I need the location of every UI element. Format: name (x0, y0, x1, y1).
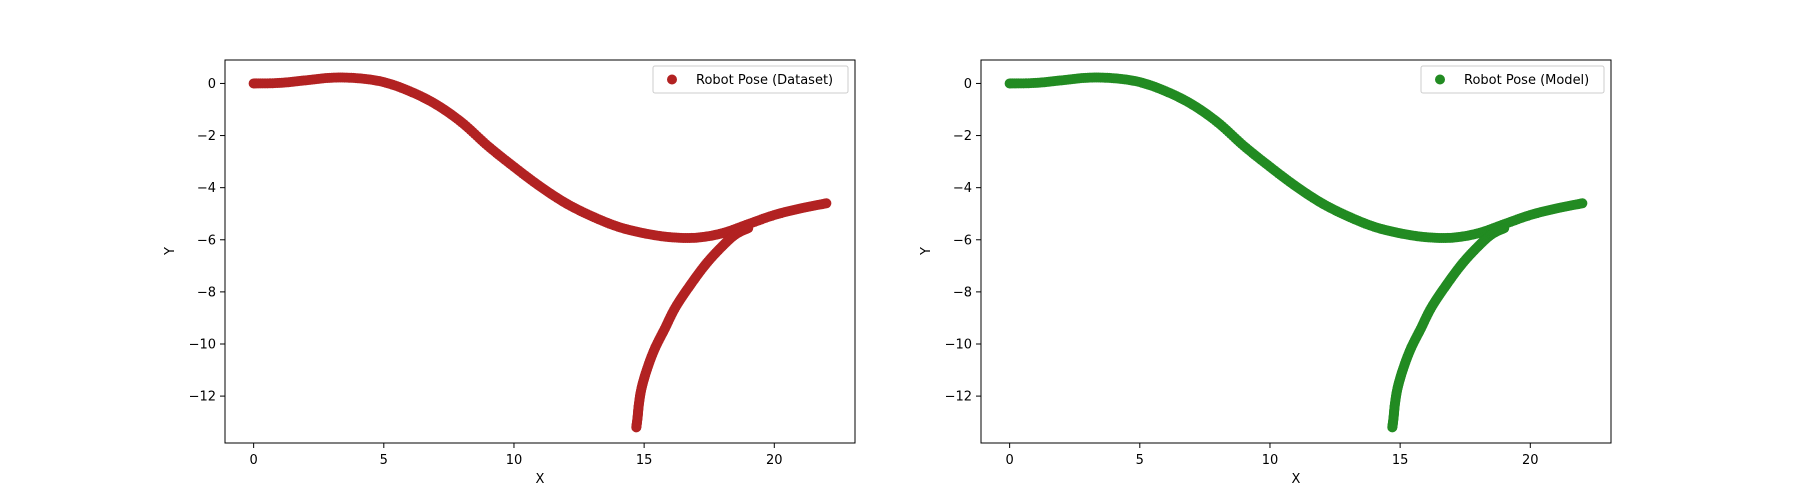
y-axis-label: Y (919, 247, 934, 256)
x-tick-label: 10 (1262, 453, 1279, 468)
legend-box (1420, 65, 1605, 94)
y-tick-label: −6 (953, 233, 972, 248)
y-tick-label: −8 (197, 285, 216, 300)
y-tick-label: −2 (953, 129, 972, 144)
data-point (631, 422, 642, 433)
legend-label: Robot Pose (Model) (1464, 73, 1589, 88)
y-tick-label: −8 (953, 285, 972, 300)
x-tick-label: 20 (1522, 453, 1539, 468)
x-axis-label: X (536, 472, 545, 487)
legend-box (652, 65, 849, 94)
data-marks (1004, 72, 1588, 433)
legend: Robot Pose (Dataset) (652, 65, 849, 94)
data-point (821, 198, 832, 209)
x-tick-label: 5 (380, 453, 388, 468)
y-tick-label: −4 (953, 181, 972, 196)
y-tick-label: 0 (964, 77, 972, 92)
x-tick-label: 10 (506, 453, 523, 468)
x-tick-label: 5 (1136, 453, 1144, 468)
x-tick-label: 15 (1392, 453, 1409, 468)
y-axis-label: Y (163, 247, 178, 256)
x-axis-ticks: 0 5 10 15 20 (1005, 443, 1539, 468)
data-point (1387, 422, 1398, 433)
x-tick-label: 0 (1005, 453, 1013, 468)
y-axis-ticks: 0 −2 −4 −6 −8 −10 −12 (189, 77, 225, 405)
x-tick-label: 20 (766, 453, 783, 468)
legend-label: Robot Pose (Dataset) (696, 73, 833, 88)
legend-marker (1435, 74, 1445, 85)
y-tick-label: −6 (197, 233, 216, 248)
data-marks (248, 72, 832, 433)
plot-area (224, 59, 856, 444)
legend-marker (667, 74, 677, 85)
y-tick-label: −12 (945, 390, 972, 405)
chart-model: 0 5 10 15 20 0 −2 −4 −6 −8 −10 −12 X Y Robot Pose … (919, 59, 1612, 487)
x-tick-label: 0 (249, 453, 257, 468)
chart-dataset: 0 5 10 15 20 0 −2 −4 −6 −8 −10 −12 X Y Robot Pose … (163, 59, 856, 487)
x-axis-ticks: 0 5 10 15 20 (249, 443, 783, 468)
legend: Robot Pose (Model) (1420, 65, 1605, 94)
x-tick-label: 15 (636, 453, 653, 468)
y-tick-label: −4 (197, 181, 216, 196)
plot-area (980, 59, 1612, 444)
y-tick-label: 0 (208, 77, 216, 92)
x-axis-label: X (1292, 472, 1301, 487)
y-tick-label: −10 (189, 337, 216, 352)
y-tick-label: −12 (189, 390, 216, 405)
y-tick-label: −2 (197, 129, 216, 144)
y-axis-ticks: 0 −2 −4 −6 −8 −10 −12 (945, 77, 981, 405)
data-point (1577, 198, 1588, 209)
y-tick-label: −10 (945, 337, 972, 352)
